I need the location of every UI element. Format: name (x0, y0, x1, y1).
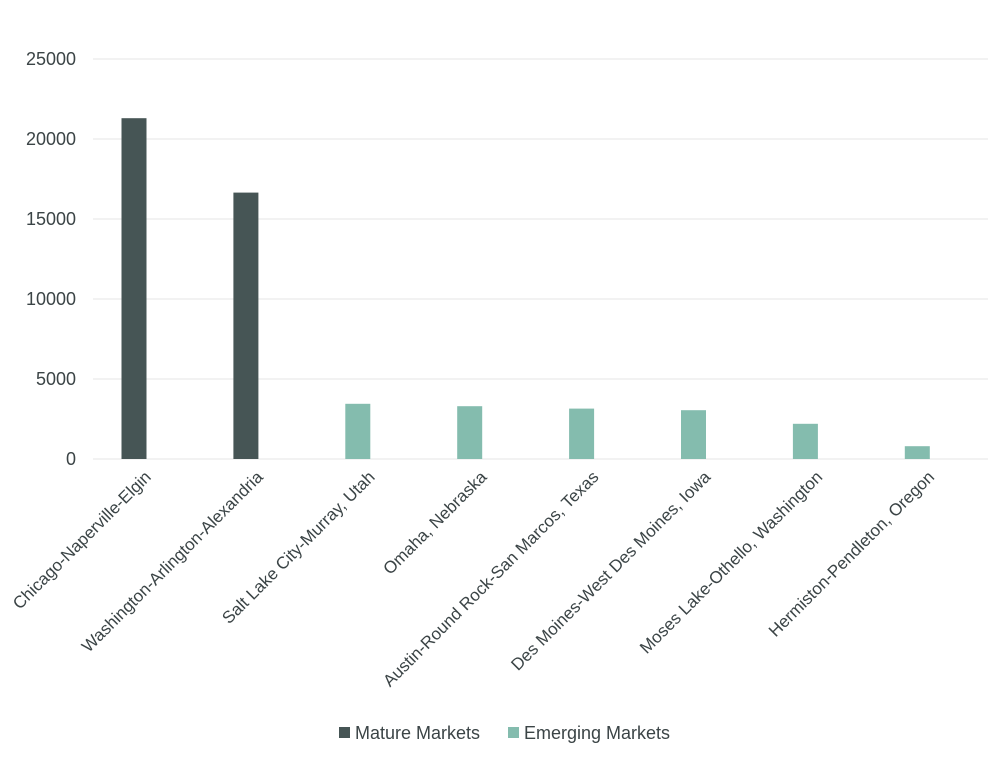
bar-emerging[interactable] (904, 446, 930, 459)
y-tick-label: 5000 (36, 369, 76, 389)
x-category-label: Moses Lake-Othello, Washington (636, 467, 826, 657)
y-tick-label: 0 (66, 449, 76, 469)
y-tick-label: 20000 (26, 129, 76, 149)
legend-swatch (339, 727, 350, 738)
legend-label: Emerging Markets (524, 723, 670, 743)
bar-emerging[interactable] (792, 423, 818, 459)
bar-emerging[interactable] (569, 408, 595, 459)
y-tick-label: 15000 (26, 209, 76, 229)
x-category-label: Austin-Round Rock-San Marcos, Texas (379, 467, 602, 690)
x-category-label: Omaha, Nebraska (380, 467, 491, 578)
legend-item-emerging-markets[interactable]: Emerging Markets (508, 723, 670, 743)
y-axis-ticks: 0 5000 10000 15000 20000 25000 (26, 49, 76, 469)
legend-label: Mature Markets (355, 723, 480, 743)
bar-mature[interactable] (121, 118, 147, 459)
y-tick-label: 25000 (26, 49, 76, 69)
bars (121, 118, 930, 459)
legend-swatch (508, 727, 519, 738)
bar-mature[interactable] (233, 192, 259, 459)
x-axis-labels: Chicago-Naperville-ElginWashington-Arlin… (9, 467, 938, 690)
bar-emerging[interactable] (681, 410, 706, 459)
x-category-label: Des Moines-West Des Moines, Iowa (507, 467, 714, 674)
x-category-label: Washington-Arlington-Alexandria (78, 467, 267, 656)
legend[interactable]: Mature Markets Emerging Markets (339, 723, 670, 743)
legend-item-mature-markets[interactable]: Mature Markets (339, 723, 480, 743)
bar-emerging[interactable] (345, 403, 371, 459)
y-tick-label: 10000 (26, 289, 76, 309)
grid-lines (93, 58, 988, 460)
bar-emerging[interactable] (457, 406, 483, 459)
